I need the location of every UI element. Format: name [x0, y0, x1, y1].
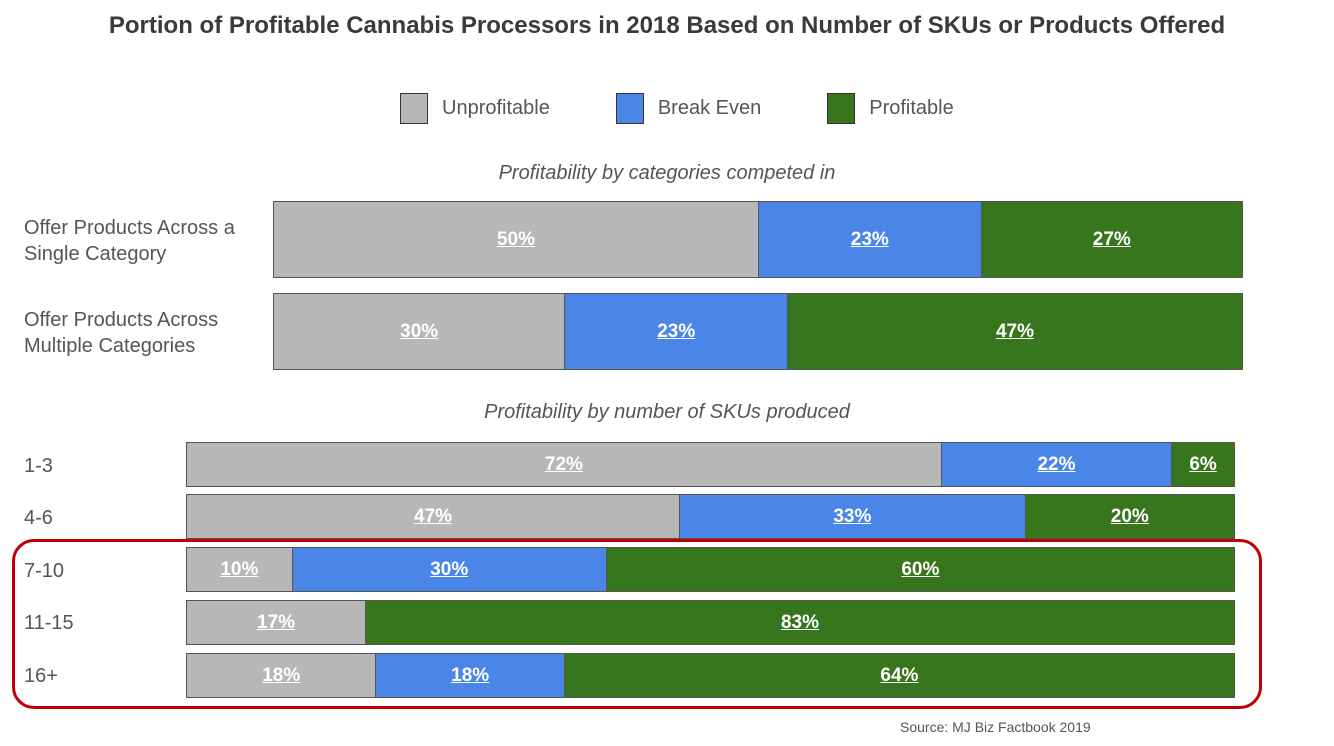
- bar-4-6: 47% 33% 20%: [186, 494, 1235, 539]
- bar-segment-4-6-unprofitable: 47%: [187, 495, 680, 538]
- row-label-single-category: Offer Products Across a Single Category: [24, 217, 235, 265]
- bar-segment-1-3-break-even: 22%: [940, 443, 1172, 486]
- row-label-7-10: 7-10: [24, 560, 65, 582]
- bar-segment-16-plus-profitable: 64%: [563, 654, 1234, 697]
- bar-segment-single-category-break-even: 23%: [758, 202, 981, 277]
- bar-11-15: 17% 83%: [186, 600, 1235, 645]
- bar-segment-4-6-profitable: 20%: [1024, 495, 1234, 538]
- highlight-box: [12, 539, 1262, 709]
- bar-segment-1-3-profitable: 6%: [1171, 443, 1234, 486]
- bar-segment-multiple-categories-break-even: 23%: [564, 294, 788, 369]
- row-label-16-plus: 16+: [24, 665, 58, 687]
- bar-segment-4-6-break-even: 33%: [679, 495, 1025, 538]
- row-label-multiple-categories: Offer Products Across Multiple Categorie…: [24, 309, 219, 357]
- section-title-categories: Profitability by categories competed in: [498, 162, 836, 184]
- legend-swatch-unprofitable: [400, 93, 428, 124]
- bar-segment-multiple-categories-profitable: 47%: [787, 294, 1242, 369]
- bar-single-category: 50% 23% 27%: [273, 201, 1243, 278]
- legend: Unprofitable Break Even Profitable: [400, 92, 1020, 125]
- row-label-11-15: 11-15: [24, 612, 74, 634]
- bar-segment-7-10-profitable: 60%: [605, 548, 1234, 591]
- source-note: Source: MJ Biz Factbook 2019: [900, 719, 1091, 735]
- bar-segment-7-10-break-even: 30%: [291, 548, 606, 591]
- bar-7-10: 10% 30% 60%: [186, 547, 1235, 592]
- bar-segment-single-category-profitable: 27%: [980, 202, 1242, 277]
- bar-multiple-categories: 30% 23% 47%: [273, 293, 1243, 370]
- bar-segment-single-category-unprofitable: 50%: [274, 202, 758, 277]
- legend-swatch-break-even: [615, 93, 644, 124]
- legend-item-break-even: Break Even: [615, 93, 762, 124]
- legend-label-break-even: Break Even: [657, 97, 762, 119]
- legend-label-profitable: Profitable: [869, 97, 954, 119]
- section-title-skus: Profitability by number of SKUs produced: [484, 401, 850, 423]
- bar-segment-7-10-unprofitable: 10%: [187, 548, 292, 591]
- row-label-4-6: 4-6: [24, 507, 53, 529]
- bar-16-plus: 18% 18% 64%: [186, 653, 1235, 698]
- bar-segment-multiple-categories-unprofitable: 30%: [274, 294, 565, 369]
- legend-item-profitable: Profitable: [827, 93, 954, 124]
- bar-1-3: 72% 22% 6%: [186, 442, 1235, 487]
- bar-segment-16-plus-unprofitable: 18%: [187, 654, 376, 697]
- chart-title: Portion of Profitable Cannabis Processor…: [108, 12, 1226, 39]
- bar-segment-11-15-unprofitable: 17%: [187, 601, 365, 644]
- row-label-1-3: 1-3: [24, 455, 53, 477]
- bar-segment-16-plus-break-even: 18%: [375, 654, 564, 697]
- bar-segment-11-15-profitable: 83%: [364, 601, 1234, 644]
- legend-label-unprofitable: Unprofitable: [442, 97, 550, 119]
- legend-swatch-profitable: [827, 93, 856, 124]
- bar-segment-1-3-unprofitable: 72%: [187, 443, 941, 486]
- legend-item-unprofitable: Unprofitable: [400, 93, 550, 124]
